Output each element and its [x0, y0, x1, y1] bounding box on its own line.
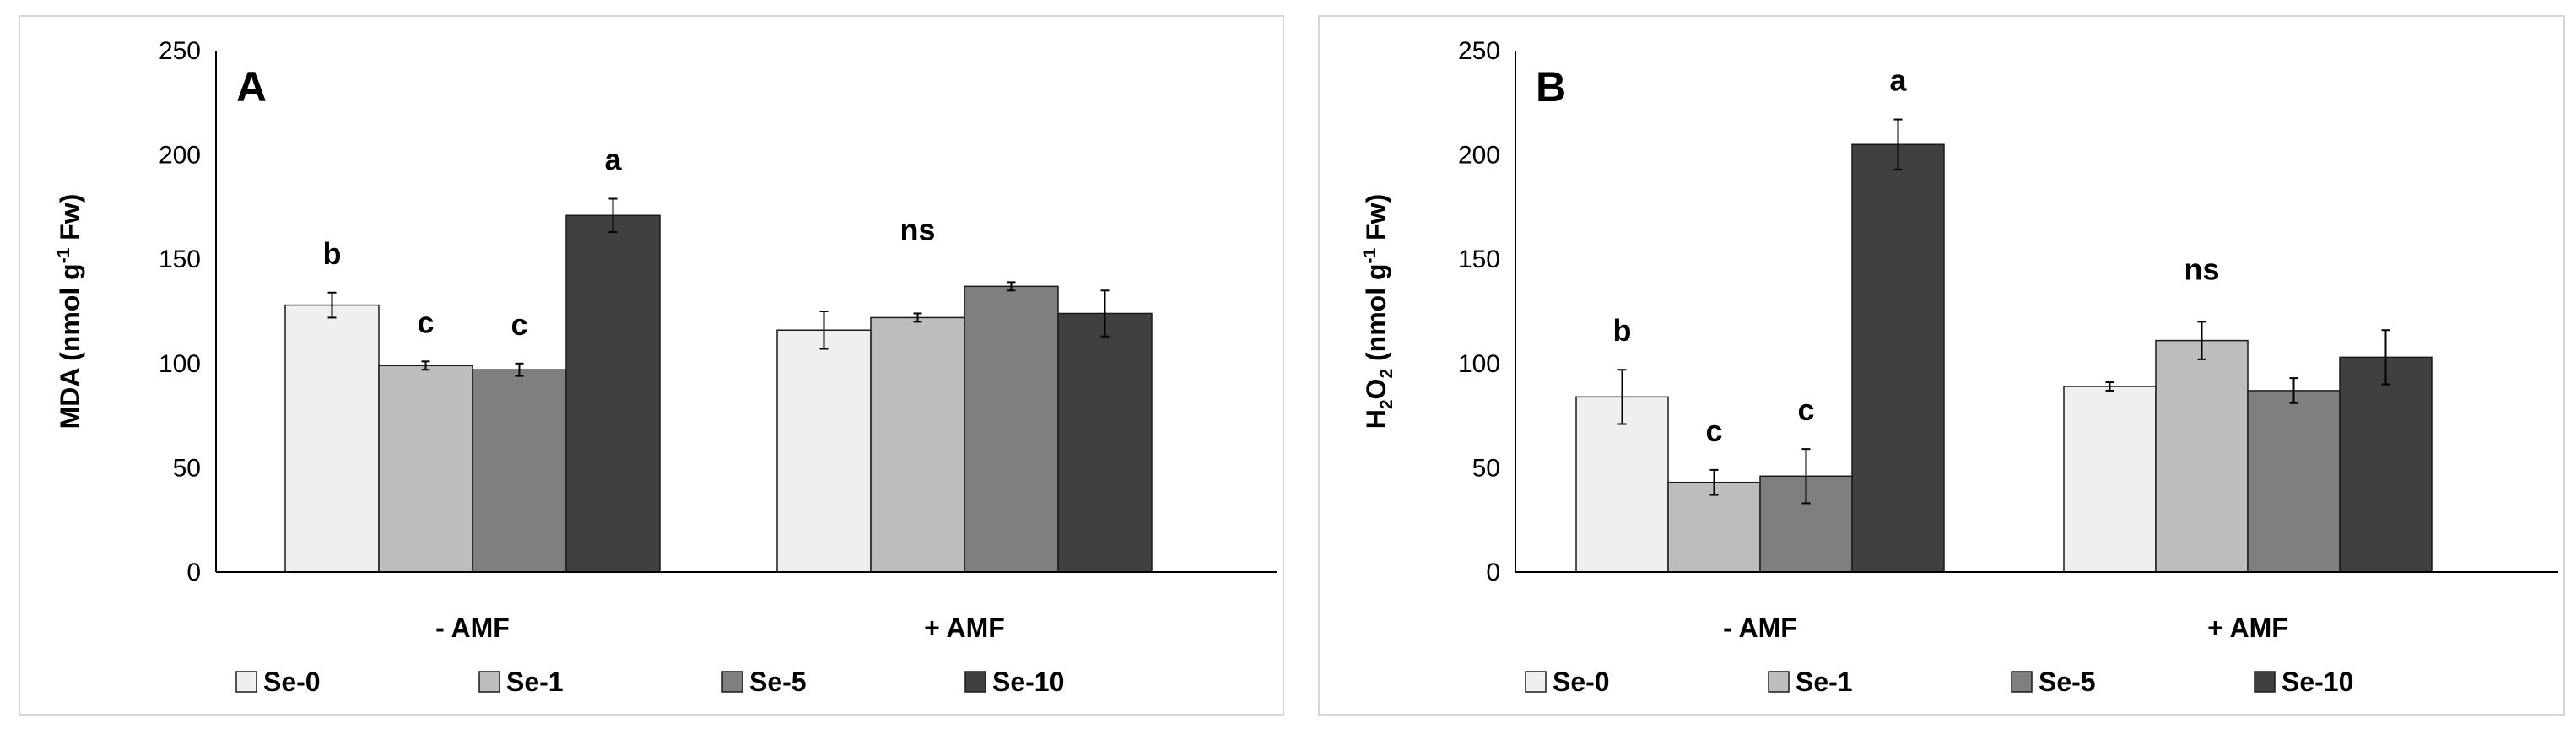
y-tick-label: 50: [173, 454, 201, 482]
chart-b-svg: 0 50 100 150 200 250 b c c a - AMF ns + AMF B H2O2 (nm…: [1360, 37, 2558, 697]
legend-label-se-1: Se-1: [1796, 667, 1853, 697]
legend-swatch-se-5: [721, 671, 743, 693]
legend-swatch-se-10: [964, 671, 986, 693]
y-tick-label: 100: [159, 350, 201, 378]
significance-letter: c: [510, 307, 527, 342]
bar-se-5-plus-amf: [2247, 390, 2341, 573]
significance-letter: b: [1613, 313, 1632, 348]
y-tick-label: 0: [186, 559, 201, 586]
bar-se-5-minus-amf: [472, 369, 567, 573]
significance-letter: ns: [899, 212, 935, 246]
y-tick-label: 150: [1458, 246, 1500, 273]
chart-a-svg: 0 50 100 150 200 250 b c c a - AMF ns + AMF A MDA (nmo…: [54, 37, 1277, 697]
legend-label-se-5: Se-5: [2039, 667, 2096, 697]
legend-label-se-0: Se-0: [1553, 667, 1610, 697]
y-axis-title: MDA (nmol g-1 Fw): [54, 194, 85, 429]
panel-label: B: [1536, 63, 1566, 111]
bar-se-1-plus-amf: [870, 316, 965, 573]
bar-se-5-plus-amf: [964, 285, 1059, 573]
bar-se-10-plus-amf: [2339, 356, 2433, 573]
y-axis-title: H2O2 (nmol g-1 Fw): [1360, 194, 1396, 429]
legend-swatch-se-1: [478, 671, 500, 693]
legend-swatch-se-0: [235, 671, 257, 693]
legend-label-se-0: Se-0: [263, 667, 321, 697]
y-tick-label: 250: [159, 37, 201, 65]
significance-letter: a: [1889, 63, 1907, 98]
legend-swatch-se-1: [1768, 671, 1790, 693]
bar-se-10-plus-amf: [1057, 312, 1153, 573]
significance-letter: c: [1797, 392, 1814, 427]
y-tick-label: 100: [1458, 350, 1500, 378]
legend-label-se-5: Se-5: [749, 667, 807, 697]
bar-se-1-minus-amf: [1667, 481, 1761, 573]
y-tick-label: 250: [1458, 37, 1500, 65]
panel-b: 0 50 100 150 200 250 b c c a - AMF ns + AMF B H2O2 (nm…: [1318, 15, 2565, 716]
legend-swatch-se-0: [1525, 671, 1547, 693]
bar-se-0-minus-amf: [284, 304, 380, 573]
significance-letter: b: [323, 236, 342, 271]
y-tick-label: 150: [159, 246, 201, 273]
legend-swatch-se-10: [2254, 671, 2276, 693]
legend-label-se-1: Se-1: [506, 667, 564, 697]
y-tick-label: 0: [1486, 559, 1500, 586]
significance-letter: a: [604, 143, 622, 177]
bar-se-0-plus-amf: [2063, 386, 2157, 573]
x-category-label: - AMF: [1723, 613, 1797, 643]
significance-letter: c: [1705, 413, 1722, 448]
bar-se-1-plus-amf: [2155, 339, 2249, 573]
panel-a: 0 50 100 150 200 250 b c c a - AMF ns + AMF A MDA (nmo…: [19, 15, 1284, 716]
y-tick-label: 200: [159, 142, 201, 170]
bar-se-10-minus-amf: [565, 214, 661, 573]
legend-label-se-10: Se-10: [2282, 667, 2353, 697]
legend-swatch-se-5: [2011, 671, 2033, 693]
x-category-label: + AMF: [2207, 613, 2288, 643]
significance-letter: c: [417, 305, 434, 339]
bar-se-1-minus-amf: [378, 365, 473, 573]
bar-se-0-plus-amf: [776, 329, 872, 573]
legend-label-se-10: Se-10: [992, 667, 1064, 697]
bar-se-10-minus-amf: [1851, 143, 1945, 573]
y-tick-label: 200: [1458, 142, 1500, 170]
x-category-label: - AMF: [435, 613, 510, 643]
x-category-label: + AMF: [924, 613, 1005, 643]
significance-letter: ns: [2184, 251, 2219, 286]
y-tick-label: 50: [1472, 454, 1500, 482]
panel-label: A: [236, 63, 267, 111]
